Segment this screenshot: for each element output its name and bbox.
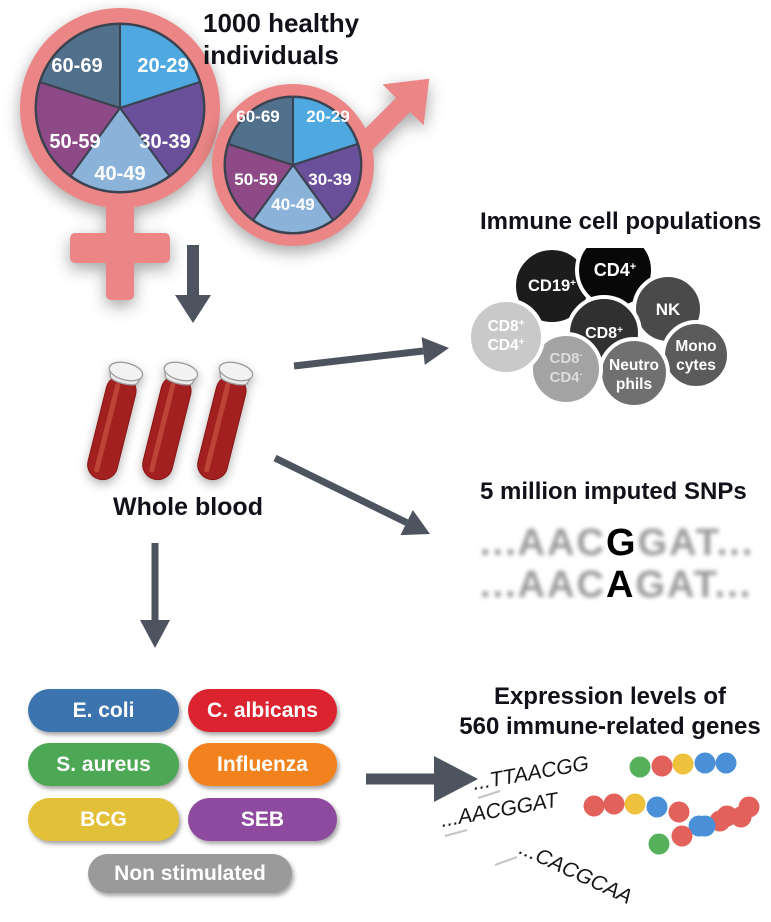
svg-text:...TTAACGG: ...TTAACGG bbox=[471, 752, 591, 795]
svg-text:CD19+: CD19+ bbox=[528, 277, 576, 295]
svg-text:50-59: 50-59 bbox=[234, 170, 277, 189]
svg-text:Neutro: Neutro bbox=[609, 357, 659, 374]
svg-text:...AACGGAT: ...AACGGAT bbox=[439, 788, 562, 832]
svg-text:40-49: 40-49 bbox=[94, 163, 145, 185]
svg-text:CD4-: CD4- bbox=[549, 369, 582, 386]
svg-text:Mono: Mono bbox=[675, 338, 716, 355]
svg-text:50-59: 50-59 bbox=[49, 131, 100, 153]
svg-text:40-49: 40-49 bbox=[271, 195, 314, 214]
svg-text:60-69: 60-69 bbox=[51, 55, 102, 77]
svg-text:...CACGCAA: ...CACGCAA bbox=[516, 837, 636, 909]
svg-text:CD8-: CD8- bbox=[549, 350, 582, 367]
svg-text:20-29: 20-29 bbox=[306, 107, 349, 126]
svg-text:phils: phils bbox=[616, 376, 652, 393]
svg-text:30-39: 30-39 bbox=[308, 170, 351, 189]
svg-text:60-69: 60-69 bbox=[236, 107, 279, 126]
svg-text:NK: NK bbox=[656, 300, 681, 319]
svg-text:cytes: cytes bbox=[676, 357, 716, 374]
